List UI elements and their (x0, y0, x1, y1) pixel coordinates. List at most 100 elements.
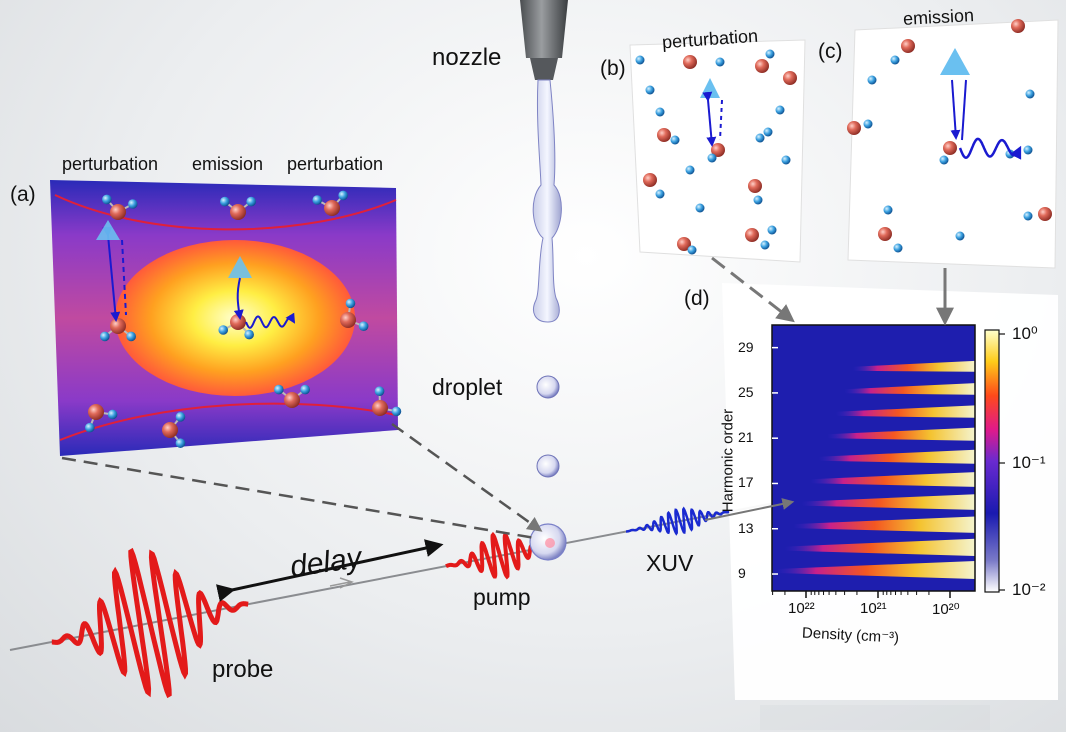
harmonic-band-11 (784, 538, 975, 556)
oxygen-atom (683, 55, 697, 69)
harmonic-band-17 (810, 472, 975, 487)
panel-a-label-right: perturbation (287, 154, 384, 174)
xuv-label: XUV (646, 550, 694, 576)
hydrogen-atom (102, 194, 112, 205)
oxygen-atom (745, 228, 759, 242)
hydrogen-atom (763, 127, 773, 137)
ytick-label-9: 9 (738, 565, 746, 582)
hydrogen-atom (126, 331, 136, 342)
nozzle-body (520, 0, 568, 58)
cbar-tick-label-0: 10⁰ (1012, 324, 1038, 343)
hydrogen-atom (939, 155, 949, 165)
hydrogen-atom (755, 133, 765, 143)
xtick-label-2: 10²⁰ (932, 601, 960, 618)
harmonic-band-27 (852, 360, 975, 372)
hydrogen-atom (753, 195, 763, 205)
oxygen-atom (162, 422, 178, 438)
hydrogen-atom (695, 203, 705, 213)
hydrogen-atom (867, 75, 877, 85)
wavepacket-c (940, 48, 970, 75)
droplet-2 (536, 454, 560, 478)
nozzle-label: nozzle (432, 44, 502, 71)
hydrogen-atom (218, 325, 229, 335)
hydrogen-atom (300, 384, 310, 395)
hydrogen-atom (220, 196, 230, 207)
panel-c (847, 19, 1059, 269)
hydrogen-atom (1025, 89, 1035, 99)
oxygen-atom (284, 392, 300, 408)
colorbar (984, 329, 1000, 593)
emission-wave-c (958, 137, 1022, 160)
xuv-pulse (626, 506, 734, 536)
perturbation-arrow-a (102, 226, 121, 322)
hydrogen-atom (175, 412, 186, 422)
heatmap-ylabel: Harmonic order (719, 408, 737, 513)
hydrogen-atom (687, 245, 697, 255)
hydrogen-atom (635, 55, 645, 65)
connector-a-right (391, 422, 543, 532)
interaction-spot (545, 538, 555, 548)
droplet-1 (536, 375, 560, 399)
panel-b-tag: (b) (600, 57, 626, 80)
oxygen-atom (878, 227, 892, 241)
ytick-label-17: 17 (738, 474, 754, 491)
oxygen-atom (372, 400, 388, 416)
heatmap-frame (771, 324, 976, 592)
water-molecules-c (847, 19, 1052, 253)
hydrogen-atom (767, 225, 777, 235)
oxygen-atom (657, 128, 671, 142)
beam-waist-bottom (59, 402, 397, 441)
oxygen-atom (901, 39, 915, 53)
cbar-tick-label-1: 10⁻¹ (1012, 453, 1046, 472)
connector-b (711, 256, 795, 323)
hydrogen-atom (670, 135, 680, 145)
oxygen-atom (230, 314, 246, 330)
oxygen-atom (1038, 207, 1052, 221)
hydrogen-atom (391, 406, 402, 417)
oxygen-atom (748, 179, 762, 193)
oxygen-atom (847, 121, 861, 135)
panel-a-tag: (a) (10, 183, 36, 206)
oxygen-atom (230, 204, 246, 220)
probe-pulse (51, 547, 249, 699)
oxygen-atom (943, 141, 957, 155)
panel-c-title: emission (902, 5, 975, 29)
recombination-arrow-a (233, 277, 244, 320)
hydrogen-atom (1023, 145, 1033, 155)
oxygen-atom (643, 173, 657, 187)
nozzle-tip (530, 58, 558, 80)
hydrogen-atom (107, 409, 118, 420)
hydrogen-atom (863, 119, 873, 129)
ytick-label-21: 21 (738, 429, 754, 446)
ytick-label-25: 25 (738, 383, 754, 400)
return-path-c (961, 79, 967, 141)
harmonic-band-15 (801, 494, 975, 510)
oxygen-atom (110, 204, 126, 220)
hydrogen-atom (781, 155, 791, 165)
hydrogen-atom (274, 384, 284, 395)
hydrogen-atom (765, 49, 775, 59)
panel-a (50, 180, 402, 456)
hydrogen-atom (645, 85, 655, 95)
xtick-label-1: 10²¹ (860, 600, 887, 617)
hydrogen-atom (890, 55, 900, 65)
hydrogen-atom (893, 243, 903, 253)
hydrogen-atom (246, 196, 256, 207)
hydrogen-atom (175, 438, 186, 448)
hydrogen-atom (1023, 211, 1033, 221)
hydrogen-atom (775, 105, 785, 115)
xtick-label-0: 10²² (788, 600, 815, 617)
pump-label: pump (473, 584, 531, 610)
emission-wave-a (245, 312, 296, 329)
heatmap (771, 324, 1005, 598)
hydrogen-atom (707, 153, 717, 163)
hydrogen-atom (760, 240, 770, 250)
panel-b (629, 39, 806, 263)
harmonic-band-21 (827, 427, 975, 441)
harmonic-band-9 (776, 561, 975, 579)
cbar-tick-label-2: 10⁻² (1012, 580, 1046, 599)
harmonic-band-25 (844, 383, 975, 395)
perturbation-dashed-arrow-a (121, 239, 127, 316)
recombination-arrow-c (950, 79, 961, 140)
connector-a-left (61, 456, 536, 540)
